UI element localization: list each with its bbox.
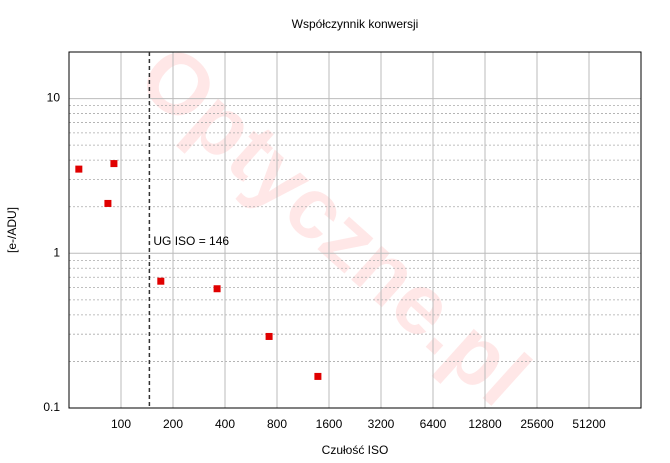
annotation: UG ISO = 146 bbox=[153, 234, 229, 248]
x-tick-label: 6400 bbox=[420, 417, 447, 431]
x-tick-label: 51200 bbox=[572, 417, 606, 431]
point bbox=[104, 199, 112, 207]
x-tick-label: 800 bbox=[267, 417, 287, 431]
y-tick-label: 10 bbox=[47, 91, 61, 105]
chart-title: Współczynnik konwersji bbox=[292, 17, 419, 31]
point bbox=[157, 277, 165, 285]
x-tick-label: 25600 bbox=[520, 417, 554, 431]
watermark: Optyczne.pl bbox=[121, 27, 547, 424]
x-axis-label: Czułość ISO bbox=[322, 443, 389, 457]
plot-frame bbox=[68, 51, 642, 409]
x-tick-label: 3200 bbox=[368, 417, 395, 431]
point bbox=[314, 372, 322, 380]
point bbox=[265, 332, 273, 340]
x-tick-label: 200 bbox=[163, 417, 183, 431]
y-tick-label: 0.1 bbox=[43, 400, 60, 414]
y-tick-label: 1 bbox=[53, 245, 60, 259]
x-tick-label: 400 bbox=[215, 417, 235, 431]
x-tick-label: 12800 bbox=[468, 417, 502, 431]
x-tick-label: 100 bbox=[111, 417, 131, 431]
point bbox=[110, 160, 118, 168]
point bbox=[75, 165, 83, 173]
y-axis-label: [e-/ADU] bbox=[5, 207, 19, 253]
point bbox=[213, 285, 221, 293]
x-tick-label: 1600 bbox=[316, 417, 343, 431]
